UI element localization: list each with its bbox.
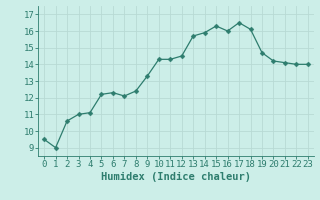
X-axis label: Humidex (Indice chaleur): Humidex (Indice chaleur) xyxy=(101,172,251,182)
